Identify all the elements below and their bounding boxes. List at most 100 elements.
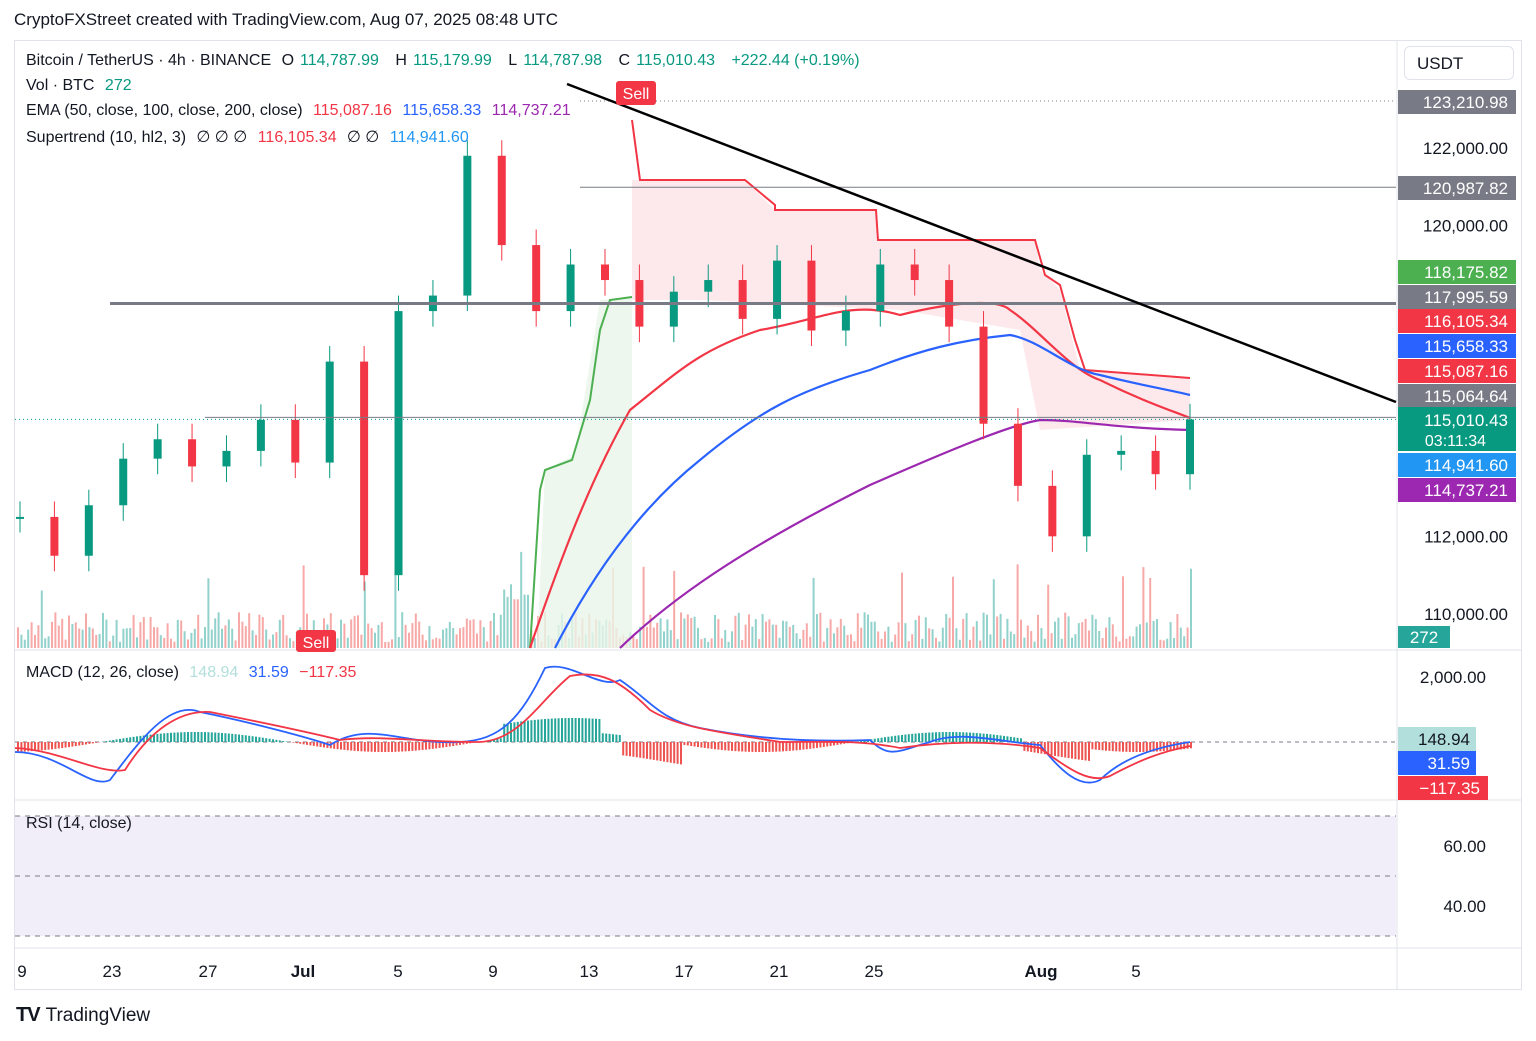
macd-histogram-bar [833, 742, 835, 746]
macd-histogram-bar [91, 742, 94, 744]
volume-bar [68, 615, 70, 648]
price-label-text: 115,064.64 [1424, 387, 1508, 406]
volume-bar [751, 626, 754, 648]
macd-histogram-bar [622, 742, 625, 756]
macd-histogram-bar [163, 733, 166, 742]
macd-label-box [1398, 751, 1476, 775]
macd-histogram-bar [265, 738, 268, 742]
macd-histogram-bar [778, 742, 781, 752]
volume-bar [836, 627, 839, 648]
macd-histogram-bar [227, 733, 230, 742]
macd-histogram-bar [1115, 742, 1118, 752]
volume-bar [771, 624, 774, 648]
volume-bar [1128, 636, 1131, 648]
volume-bar [996, 616, 999, 648]
macd-histogram-bar [710, 742, 713, 749]
rsi-label[interactable]: RSI (14, close) [26, 815, 132, 832]
volume-bar [1003, 638, 1005, 648]
volume-bar [860, 627, 863, 648]
volume-bar [1094, 619, 1097, 648]
currency-button[interactable]: USDT [1404, 46, 1514, 80]
macd-histogram-bar [1077, 742, 1080, 760]
symbol-title[interactable]: Bitcoin / TetherUS · 4h · BINANCE [26, 52, 272, 69]
volume-bar [775, 624, 778, 648]
macd-label[interactable]: MACD (12, 26, close) [26, 664, 179, 681]
volume-bar [1135, 626, 1138, 648]
volume-bar [846, 634, 849, 648]
volume-bar [1009, 631, 1012, 648]
volume-bar [64, 639, 67, 648]
x-axis-tick: 27 [199, 962, 218, 981]
volume-bar [727, 641, 730, 648]
volume-bar [499, 614, 502, 648]
macd-histogram-bar [799, 742, 801, 750]
macd-histogram-bar [635, 742, 638, 758]
volume-bar [95, 634, 98, 648]
macd-histogram-bar [700, 742, 703, 748]
macd-histogram-bar [625, 742, 628, 756]
volume-bar [1020, 619, 1022, 648]
macd-histogram-bar [1003, 735, 1005, 742]
volume-bar [238, 612, 240, 648]
ema-label[interactable]: EMA (50, close, 100, close, 200, close) [26, 102, 303, 119]
macd-histogram-bar [1111, 742, 1114, 752]
volume-bar [911, 634, 914, 648]
footer-brand[interactable]: TV TradingView [16, 1004, 150, 1027]
macd-histogram-bar [938, 732, 941, 742]
volume-bar [1125, 638, 1128, 648]
macd-histogram-bar [564, 718, 567, 742]
macd-histogram-bar [316, 742, 319, 747]
macd-histogram-bar [292, 742, 295, 743]
volume-bar [884, 631, 886, 648]
supertrend-label[interactable]: Supertrend (10, hl2, 3) [26, 129, 187, 146]
volume-bar [1016, 564, 1019, 648]
macd-histogram-bar [775, 742, 778, 752]
volume-bar [234, 640, 237, 648]
volume-bar [867, 614, 869, 648]
macd-histogram-bar [251, 736, 254, 742]
volume-bar [877, 631, 880, 648]
macd-histogram-bar [139, 735, 142, 742]
price-axis-tick: 122,000.00 [1423, 139, 1508, 158]
macd-histogram-bar [1186, 742, 1189, 749]
price-label-box [1398, 407, 1516, 451]
volume-bar [975, 621, 978, 648]
volume-bar [428, 626, 431, 648]
volume-bar [489, 620, 492, 648]
supertrend-up-value: 116,105.34 [257, 129, 337, 146]
macd-histogram-bar [744, 742, 747, 752]
volume-value: 272 [104, 77, 132, 94]
macd-histogram-bar [1156, 742, 1158, 752]
macd-histogram-bar [717, 742, 720, 750]
macd-histogram-bar [894, 735, 897, 742]
macd-histogram-bar [554, 718, 557, 742]
ema200-line [619, 418, 1191, 649]
candle-body [1048, 485, 1057, 537]
macd-histogram-bar [74, 742, 77, 747]
macd-histogram-bar [40, 742, 43, 751]
volume-bar [754, 619, 757, 648]
volume-bar [758, 639, 761, 648]
candle-body [256, 419, 265, 451]
macd-histogram-bar [448, 742, 451, 747]
macd-histogram-bar [1088, 742, 1090, 761]
macd-histogram-bar [1057, 742, 1060, 757]
volume-label[interactable]: Vol · BTC [26, 77, 95, 94]
volume-bar [663, 631, 665, 648]
price-label-box [1398, 334, 1516, 358]
volume-bar [132, 615, 135, 648]
candle-body [84, 505, 93, 556]
candle-body [119, 458, 128, 506]
volume-bar [207, 578, 210, 648]
macd-histogram-bar [897, 735, 900, 742]
price-label-text: 115,087.16 [1424, 362, 1508, 381]
price-axis-tick: 110,000.00 [1424, 605, 1508, 624]
price-label-text: 120,987.82 [1423, 179, 1508, 198]
volume-bar [853, 641, 856, 648]
volume-bar [816, 614, 818, 648]
macd-histogram-bar [676, 742, 679, 764]
macd-histogram-bar [214, 732, 217, 742]
volume-bar [27, 629, 30, 648]
volume-bar [57, 625, 60, 648]
